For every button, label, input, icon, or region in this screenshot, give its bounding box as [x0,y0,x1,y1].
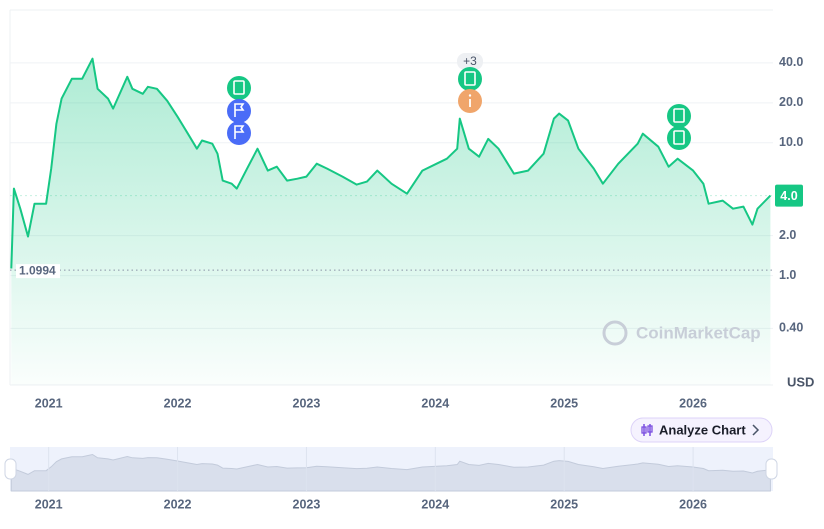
x-tick-label: 2023 [293,396,321,410]
y-tick-label: 20.0 [779,95,803,109]
low-label: 1.0994 [19,263,56,277]
doc-icon[interactable] [458,67,482,91]
navigator-tick-label: 2021 [35,497,63,511]
x-tick-label: 2024 [421,396,449,410]
navigator-handle[interactable] [765,458,778,480]
navigator-line [10,453,771,492]
x-tick-label: 2026 [679,396,707,410]
event-markers: +3 [227,53,691,150]
price-area [11,58,771,385]
y-tick-label: 1.0 [779,268,796,282]
analyze-button[interactable]: Analyze Chart [630,417,773,443]
info-icon[interactable] [458,89,482,113]
navigator-tick-label: 2026 [679,497,707,511]
price-line [10,57,772,269]
y-tick-label: 0.40 [779,321,803,335]
navigator-chart: 2021 2022 2023 2024 2025 2026 [10,447,771,511]
y-tick-label: 10.0 [779,135,803,149]
watermark: CoinMarketCap [636,323,761,342]
current-price-label: 4.0 [780,189,797,203]
analyze-button-label[interactable]: Analyze Chart [659,422,746,437]
navigator-tick-label: 2025 [550,497,578,511]
doc-icon[interactable] [667,126,691,150]
current-price-badge [775,184,803,207]
flag-icon[interactable] [227,121,251,145]
navigator-tick-label: 2022 [164,497,192,511]
x-tick-label: 2025 [550,396,578,410]
y-axis-label: USD [787,374,814,389]
navigator-handle[interactable] [4,458,17,480]
x-tick-label: 2022 [164,396,192,410]
plot: 0.40 1.0 2.0 10.0 20.0 40.0 2021 2022 2023 2024 20… [9,9,803,410]
doc-icon[interactable] [667,104,691,128]
doc-icon[interactable] [227,76,251,100]
flag-icon[interactable] [227,99,251,123]
navigator-tick-label: 2024 [421,497,449,511]
y-tick-label: 2.0 [779,228,796,242]
watermark-logo [602,320,628,346]
x-tick-label: 2021 [35,396,63,410]
low-label-bg [16,264,60,279]
y-tick-label: 40.0 [779,55,803,69]
event-badge: +3 [463,54,477,68]
navigator-tick-label: 2023 [293,497,321,511]
event-badge-bg [457,53,483,70]
